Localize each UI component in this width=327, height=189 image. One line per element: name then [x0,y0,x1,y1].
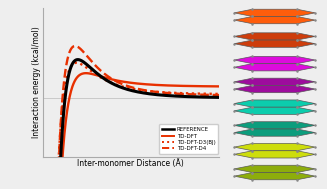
Legend: REFERENCE, TD-DFT, TD-DFT-D3(BJ), TD-DFT-D4: REFERENCE, TD-DFT, TD-DFT-D3(BJ), TD-DFT… [159,124,218,154]
Polygon shape [234,9,315,16]
Polygon shape [234,107,315,115]
Polygon shape [234,56,315,64]
Polygon shape [234,33,315,40]
Polygon shape [234,100,315,107]
Polygon shape [234,122,315,129]
Polygon shape [234,64,315,71]
Polygon shape [234,85,315,93]
Polygon shape [234,40,315,47]
Polygon shape [234,78,315,85]
Polygon shape [234,129,315,136]
Polygon shape [234,16,315,24]
Polygon shape [234,151,315,158]
Polygon shape [234,143,315,151]
Polygon shape [234,173,315,180]
Polygon shape [234,165,315,173]
X-axis label: Inter-monomer Distance (Å): Inter-monomer Distance (Å) [77,158,184,168]
Y-axis label: Interaction energy (kcal/mol): Interaction energy (kcal/mol) [32,26,41,138]
